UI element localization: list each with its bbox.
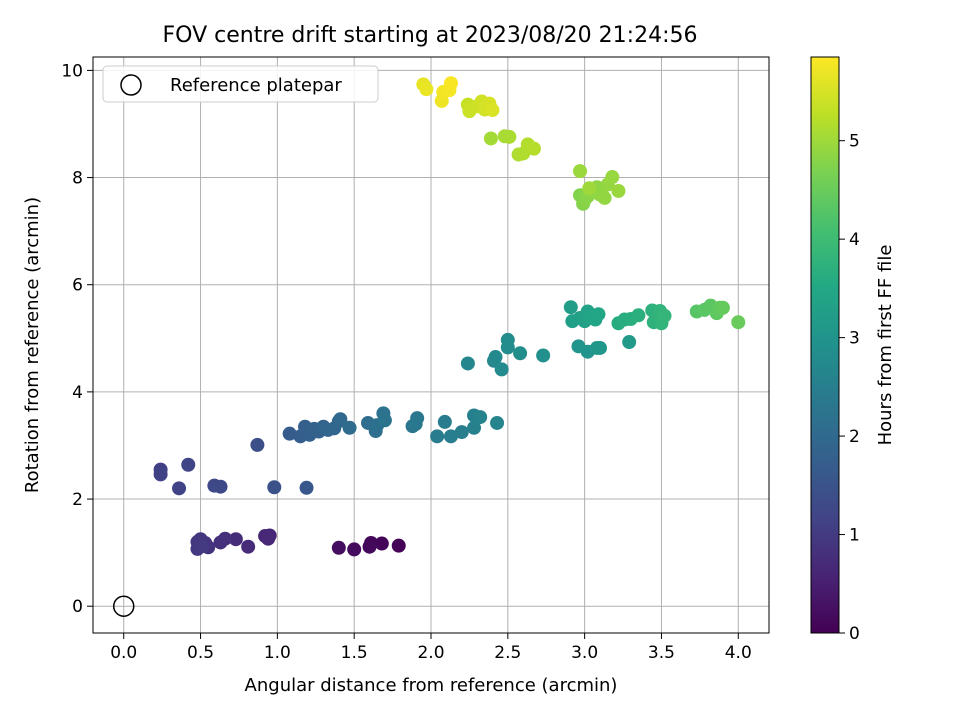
x-tick-label: 2.5 — [494, 643, 521, 663]
colorbar — [810, 56, 840, 634]
legend: Reference platepar — [102, 65, 379, 103]
y-tick-label: 6 — [72, 276, 83, 296]
legend-label-reference: Reference platepar — [170, 75, 342, 96]
data-point — [267, 480, 282, 495]
data-point — [485, 103, 500, 118]
data-point — [500, 340, 515, 355]
data-point — [460, 356, 475, 371]
data-point — [362, 539, 377, 554]
data-point — [591, 307, 606, 322]
data-point — [536, 348, 551, 363]
data-point — [250, 437, 265, 452]
y-tick-label: 8 — [72, 169, 83, 189]
y-axis-label: Rotation from reference (arcmin) — [22, 197, 43, 493]
x-tick-label: 2.0 — [417, 643, 444, 663]
colorbar-tick-label: 2 — [849, 427, 860, 447]
data-point — [631, 308, 646, 323]
x-tick-label: 3.0 — [571, 643, 598, 663]
y-tick-label: 10 — [61, 61, 83, 81]
data-point — [377, 413, 392, 428]
colorbar-tick-label: 1 — [849, 526, 860, 546]
data-point — [419, 82, 434, 97]
x-tick-label: 0.0 — [110, 643, 137, 663]
colorbar-tick-label: 5 — [849, 132, 860, 152]
data-point — [494, 362, 509, 377]
data-point — [526, 141, 541, 156]
data-point — [342, 420, 357, 435]
data-point — [195, 539, 210, 554]
data-point — [573, 164, 588, 179]
data-point — [483, 131, 498, 146]
data-point — [213, 479, 228, 494]
x-tick-label: 1.0 — [264, 643, 291, 663]
data-point — [172, 481, 187, 496]
data-point — [582, 181, 597, 196]
data-point — [213, 535, 228, 550]
data-point — [241, 539, 256, 554]
data-point — [437, 414, 452, 429]
x-tick-label: 1.5 — [341, 643, 368, 663]
data-point — [153, 467, 168, 482]
colorbar-tick-label: 0 — [849, 624, 860, 644]
reference-marker-group — [112, 595, 135, 617]
chart-title: FOV centre drift starting at 2023/08/20 … — [163, 23, 698, 48]
data-point — [443, 76, 458, 91]
data-point — [488, 350, 503, 365]
data-point — [443, 429, 458, 444]
x-tick-label: 0.5 — [187, 643, 214, 663]
data-point — [563, 300, 578, 315]
y-tick-label: 2 — [72, 490, 83, 510]
data-point — [430, 429, 445, 444]
data-point — [347, 542, 362, 557]
data-point — [467, 420, 482, 435]
y-axis-ticks: 0 2 4 6 8 10 — [61, 61, 93, 617]
scatter-points — [153, 76, 746, 557]
data-point — [593, 340, 607, 355]
x-axis-label: Angular distance from reference (arcmin) — [245, 675, 618, 696]
y-tick-label: 0 — [72, 597, 83, 617]
data-point — [731, 315, 746, 330]
plot-frame — [92, 56, 770, 634]
data-point — [299, 480, 314, 495]
data-point — [454, 425, 469, 440]
data-point — [261, 531, 276, 546]
y-tick-label: 4 — [72, 383, 83, 403]
data-point — [282, 426, 297, 441]
colorbar-ticks: 0 1 2 3 4 5 — [839, 132, 860, 644]
x-axis-ticks: 0.0 0.5 1.0 1.5 2.0 2.5 3.0 3.5 4.0 — [110, 633, 752, 663]
data-point — [391, 538, 406, 553]
data-point — [597, 190, 612, 205]
colorbar-tick-label: 3 — [849, 329, 860, 349]
data-point — [490, 415, 505, 430]
data-point — [622, 335, 637, 350]
x-tick-label: 3.5 — [648, 643, 675, 663]
data-point — [228, 532, 243, 547]
data-point — [657, 308, 672, 323]
data-point — [333, 412, 348, 427]
data-point — [374, 536, 389, 551]
x-tick-label: 4.0 — [725, 643, 752, 663]
data-point — [408, 417, 423, 432]
data-point — [331, 540, 346, 555]
legend-reference-marker — [120, 74, 142, 96]
data-point — [513, 346, 528, 361]
legend-box — [102, 65, 379, 103]
data-point — [181, 457, 196, 472]
colorbar-tick-label: 4 — [849, 230, 860, 250]
data-point — [502, 129, 517, 144]
data-point — [715, 300, 730, 315]
data-point — [605, 170, 620, 185]
data-point — [611, 183, 626, 198]
colorbar-label: Hours from first FF file — [875, 245, 896, 446]
reference-platepar-marker — [112, 595, 135, 617]
data-point — [473, 410, 488, 425]
